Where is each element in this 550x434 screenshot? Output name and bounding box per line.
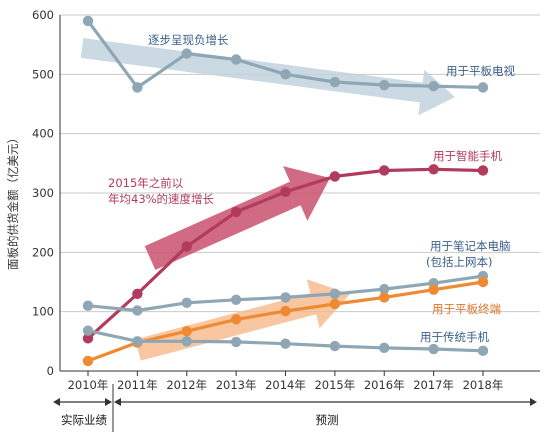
data-point-feature-phone xyxy=(477,345,489,357)
data-point-notebook xyxy=(329,288,341,300)
data-point-notebook xyxy=(280,292,291,303)
data-point-tablet xyxy=(181,326,192,337)
label-tablet: 用于平板终端 xyxy=(432,302,501,316)
data-point-tablet xyxy=(82,355,94,367)
x-tick-label: 2016年 xyxy=(364,378,405,392)
data-point-tablet xyxy=(280,305,291,317)
data-point-feature-phone xyxy=(379,342,390,354)
annotation-decline: 逐步呈现负增长 xyxy=(148,33,229,47)
label-feature-phone: 用于传统手机 xyxy=(420,330,489,344)
data-point-tv xyxy=(379,79,390,91)
x-tick-label: 2015年 xyxy=(314,378,355,392)
data-point-smartphone xyxy=(82,333,94,344)
y-tick-label: 400 xyxy=(32,127,54,141)
annotation-growth-line1: 2015年之前以 xyxy=(108,176,184,190)
data-point-feature-phone xyxy=(280,338,291,349)
data-point-tv xyxy=(132,82,143,93)
data-point-notebook xyxy=(82,300,94,311)
trend-arrow-tv xyxy=(80,38,455,116)
data-point-tv xyxy=(280,69,291,80)
data-point-tv xyxy=(329,76,341,88)
x-tick-label: 2014年 xyxy=(265,378,306,392)
data-point-tablet xyxy=(379,292,390,303)
data-point-feature-phone xyxy=(230,336,242,348)
data-point-tv xyxy=(428,81,439,92)
data-point-tablet xyxy=(477,276,489,288)
data-point-notebook xyxy=(132,305,143,316)
data-point-smartphone xyxy=(181,241,192,252)
data-point-smartphone xyxy=(280,186,291,198)
period-forecast-label: 预测 xyxy=(316,413,339,427)
y-tick-label: 600 xyxy=(32,8,54,22)
x-tick-label: 2017年 xyxy=(413,378,454,392)
label-notebook-line2: (包括上网本) xyxy=(426,255,492,269)
data-point-notebook xyxy=(379,283,390,295)
y-axis-label: 面板的供货金额（亿美元） xyxy=(6,132,20,270)
data-point-notebook xyxy=(181,297,192,308)
data-point-notebook xyxy=(230,294,242,305)
data-point-smartphone xyxy=(132,288,143,300)
x-tick-label: 2010年 xyxy=(68,378,109,392)
x-tick-label: 2012年 xyxy=(166,378,207,392)
data-point-smartphone xyxy=(379,165,390,176)
y-tick-label: 300 xyxy=(32,186,54,200)
data-point-smartphone xyxy=(428,164,439,175)
data-point-tv xyxy=(82,15,94,27)
data-point-tv xyxy=(181,48,192,59)
y-tick-label: 0 xyxy=(47,364,54,378)
series-layer xyxy=(82,15,489,367)
data-point-smartphone xyxy=(477,165,489,176)
data-point-feature-phone xyxy=(428,343,439,355)
label-tv: 用于平板电视 xyxy=(446,64,515,78)
y-tick-label: 500 xyxy=(32,67,54,81)
data-point-tablet xyxy=(230,314,242,325)
x-tick-label: 2018年 xyxy=(463,378,504,392)
y-tick-label: 100 xyxy=(32,305,54,319)
data-point-tablet xyxy=(329,298,341,310)
period-forecast-arrowhead xyxy=(530,398,537,406)
x-tick-label: 2013年 xyxy=(216,378,257,392)
annotation-growth-line2: 年均43%的速度增长 xyxy=(108,192,215,206)
data-point-feature-phone xyxy=(82,325,94,336)
data-point-tv xyxy=(230,54,242,65)
data-point-tablet xyxy=(428,284,439,295)
label-smartphone: 用于智能手机 xyxy=(433,149,502,163)
axis-layer: 0 100 200 300 400 500 600 2010年 2011年 2012年 2013年 2… xyxy=(32,8,540,392)
data-point-smartphone xyxy=(329,171,341,182)
data-point-feature-phone xyxy=(181,336,192,347)
label-notebook-line1: 用于笔记本电脑 xyxy=(430,239,511,253)
data-point-feature-phone xyxy=(132,336,143,347)
y-tick-label: 200 xyxy=(32,245,54,259)
data-point-tv xyxy=(477,82,489,93)
period-actual-arrowhead xyxy=(53,398,60,406)
x-tick-label: 2011年 xyxy=(117,378,158,392)
period-forecast-arrowhead-left xyxy=(114,398,121,406)
data-point-smartphone xyxy=(230,206,242,218)
period-actual-arrowhead-right xyxy=(105,398,112,406)
period-actual-label: 实际业绩 xyxy=(61,413,107,427)
data-point-feature-phone xyxy=(329,340,341,352)
